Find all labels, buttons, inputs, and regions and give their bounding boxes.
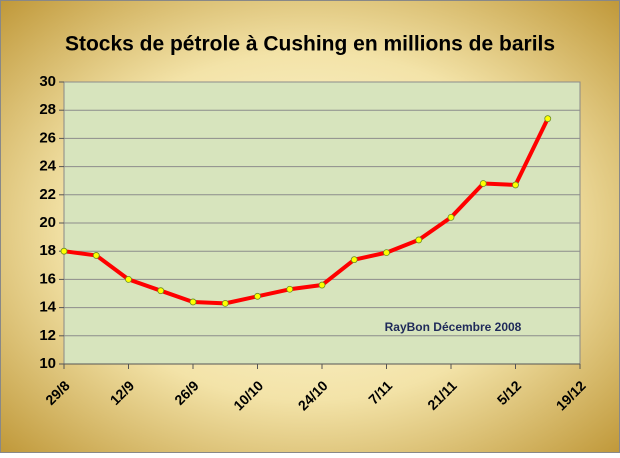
chart-title: Stocks de pétrole à Cushing en millions … xyxy=(65,33,555,56)
data-marker xyxy=(157,287,165,295)
data-marker xyxy=(189,298,197,306)
data-line xyxy=(63,117,550,306)
y-tick-label: 18 xyxy=(39,242,56,259)
y-tick-label: 26 xyxy=(39,129,56,146)
y-tick-label: 30 xyxy=(39,73,56,90)
y-tick-label: 12 xyxy=(39,327,56,344)
data-marker xyxy=(383,249,390,257)
y-tick-label: 20 xyxy=(39,214,56,231)
data-marker xyxy=(286,285,294,293)
data-marker xyxy=(512,181,519,189)
data-marker xyxy=(479,180,487,187)
data-marker xyxy=(318,281,326,289)
annotation: RayBon Décembre 2008 xyxy=(385,320,522,334)
data-marker xyxy=(447,213,455,221)
data-marker xyxy=(125,275,132,283)
data-marker xyxy=(92,252,100,259)
y-tick-label: 22 xyxy=(39,186,56,203)
data-marker xyxy=(254,292,261,300)
y-tick-label: 16 xyxy=(39,270,56,287)
data-marker xyxy=(544,115,552,123)
y-tick-label: 14 xyxy=(39,299,56,316)
y-tick-label: 28 xyxy=(39,101,56,118)
y-tick-label: 10 xyxy=(39,355,56,372)
data-marker xyxy=(350,256,358,264)
y-tick-label: 24 xyxy=(39,158,56,175)
data-marker xyxy=(60,247,68,255)
data-marker xyxy=(221,299,229,307)
data-marker xyxy=(415,236,423,244)
